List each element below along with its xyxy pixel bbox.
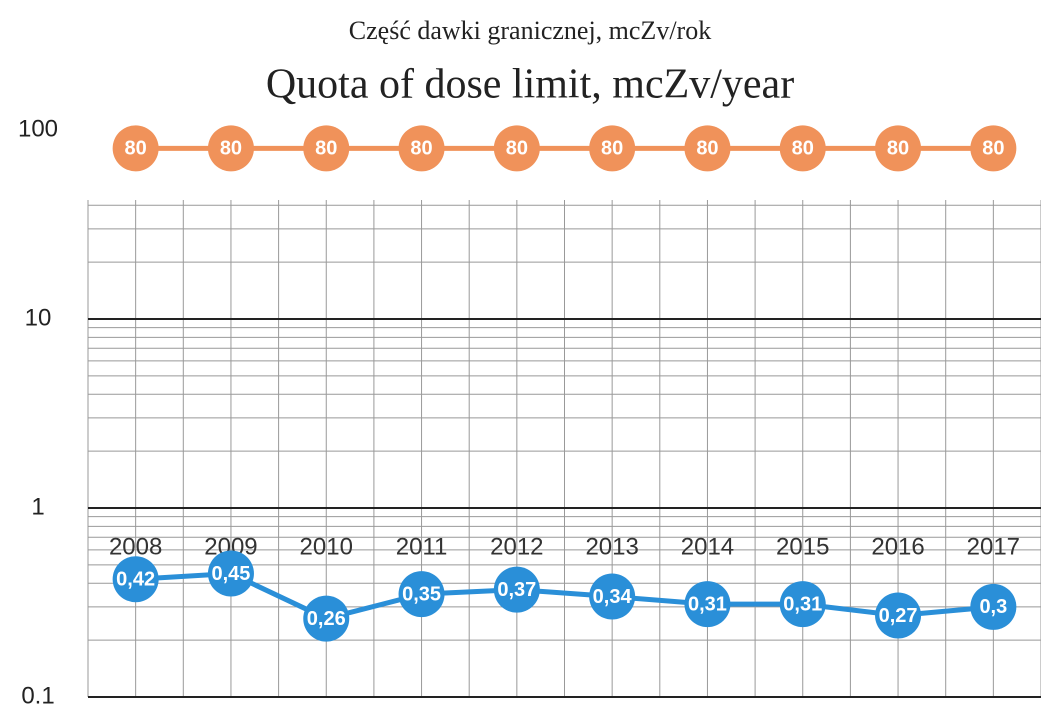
marker	[398, 125, 445, 172]
data-label: 80	[887, 138, 909, 160]
data-label: 80	[792, 138, 814, 160]
data-label: 0,34	[593, 586, 633, 608]
data-label: 80	[506, 138, 528, 160]
data-label: 0,37	[497, 579, 536, 601]
marker	[875, 125, 922, 172]
marker	[493, 566, 540, 613]
marker	[875, 592, 922, 639]
y-tick-label: 10	[25, 304, 52, 331]
marker	[112, 556, 159, 603]
marker	[398, 571, 445, 618]
x-tick-label: 2016	[871, 533, 924, 560]
data-label: 0,42	[116, 568, 155, 590]
marker	[970, 125, 1017, 172]
data-label: 80	[410, 138, 432, 160]
y-tick-label: 0.1	[21, 682, 54, 704]
x-tick-label: 2014	[681, 533, 734, 560]
x-tick-label: 2015	[776, 533, 829, 560]
x-tick-label: 2013	[585, 533, 638, 560]
chart-title: Quota of dose limit, mcZv/year	[266, 62, 794, 108]
data-label: 0,3	[979, 596, 1007, 618]
series-line	[135, 571, 994, 622]
data-label: 0,31	[688, 593, 727, 615]
data-label: 80	[315, 138, 337, 160]
x-tick-label: 2008	[109, 533, 162, 560]
data-label: 0,35	[402, 583, 441, 605]
x-tick-label: 2010	[300, 533, 353, 560]
marker	[493, 125, 540, 172]
marker	[684, 581, 731, 628]
marker	[303, 595, 350, 642]
marker	[112, 125, 159, 172]
marker	[684, 125, 731, 172]
data-label: 0,27	[879, 605, 918, 627]
marker	[207, 125, 254, 172]
marker	[207, 550, 254, 597]
y-tick-label: 1	[31, 493, 44, 520]
y-tick-label: 100	[18, 115, 58, 142]
data-label: 80	[125, 138, 147, 160]
marker	[303, 125, 350, 172]
data-label: 0,31	[783, 593, 822, 615]
chart-subtitle: Część dawki granicznej, mcZv/rok	[349, 16, 711, 45]
x-tick-label: 2012	[490, 533, 543, 560]
data-label: 80	[982, 138, 1004, 160]
x-tick-label: 2011	[396, 533, 448, 560]
marker	[779, 581, 826, 628]
data-label: 80	[696, 138, 718, 160]
data-label: 80	[601, 138, 623, 160]
data-label: 0,26	[307, 608, 346, 630]
data-label: 0,45	[211, 563, 250, 585]
data-label: 80	[220, 138, 242, 160]
marker	[970, 583, 1017, 630]
marker	[779, 125, 826, 172]
marker	[589, 125, 636, 172]
marker	[589, 573, 636, 620]
x-tick-label: 2017	[967, 533, 1020, 560]
